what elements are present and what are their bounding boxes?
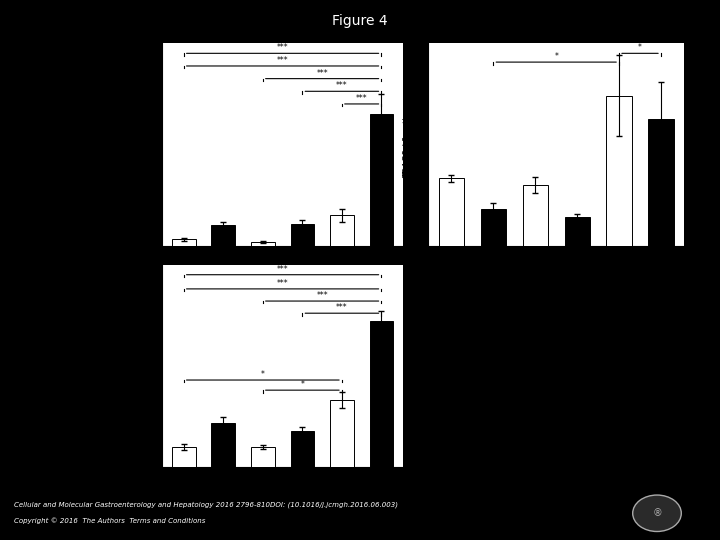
Text: *: * — [261, 370, 265, 379]
Bar — [481, 208, 506, 246]
Bar — [606, 96, 631, 246]
Text: ***: *** — [356, 94, 367, 103]
Text: ***: *** — [276, 279, 289, 288]
Bar — [212, 226, 235, 246]
Text: A: A — [89, 27, 100, 41]
Text: Figure 4: Figure 4 — [332, 14, 388, 28]
Text: *: * — [638, 43, 642, 52]
Text: ***: *** — [276, 265, 289, 274]
Title: SPARC: SPARC — [266, 252, 300, 262]
Text: B: B — [351, 27, 362, 41]
Bar — [564, 217, 590, 246]
Bar — [330, 400, 354, 467]
Text: *: * — [554, 52, 558, 61]
Bar — [172, 239, 196, 246]
Circle shape — [633, 495, 681, 531]
Text: *: * — [300, 380, 305, 389]
Bar — [369, 321, 393, 467]
Text: Copyright © 2016  The Authors  Terms and Conditions: Copyright © 2016 The Authors Terms and C… — [14, 517, 206, 524]
Bar — [523, 185, 548, 246]
Bar — [649, 119, 673, 246]
Text: ***: *** — [316, 291, 328, 300]
Y-axis label: OGR1/ β-actin: OGR1/ β-actin — [132, 115, 141, 174]
Bar — [290, 431, 314, 467]
Y-axis label: TDAG8 / β-actin: TDAG8 / β-actin — [403, 111, 413, 178]
Text: ***: *** — [316, 69, 328, 78]
Bar — [212, 422, 235, 467]
Text: ®: ® — [652, 508, 662, 518]
Bar — [172, 447, 196, 467]
Text: ***: *** — [336, 303, 348, 312]
Text: ***: *** — [276, 56, 289, 65]
Bar — [330, 215, 354, 246]
Bar — [290, 224, 314, 246]
Text: C: C — [89, 248, 100, 262]
Bar — [439, 178, 464, 246]
Text: Cellular and Molecular Gastroenterology and Hepatology 2016 2796-810DOI: (10.101: Cellular and Molecular Gastroenterology … — [14, 501, 398, 508]
Bar — [251, 242, 275, 246]
Text: ***: *** — [276, 43, 289, 52]
Y-axis label: SPARC / β-actin: SPARC / β-actin — [132, 334, 141, 398]
Bar — [369, 114, 393, 246]
Title: TDAG8: TDAG8 — [539, 31, 574, 41]
Title: OGR1: OGR1 — [268, 31, 297, 41]
Bar — [251, 447, 275, 467]
Text: ***: *** — [336, 82, 348, 90]
